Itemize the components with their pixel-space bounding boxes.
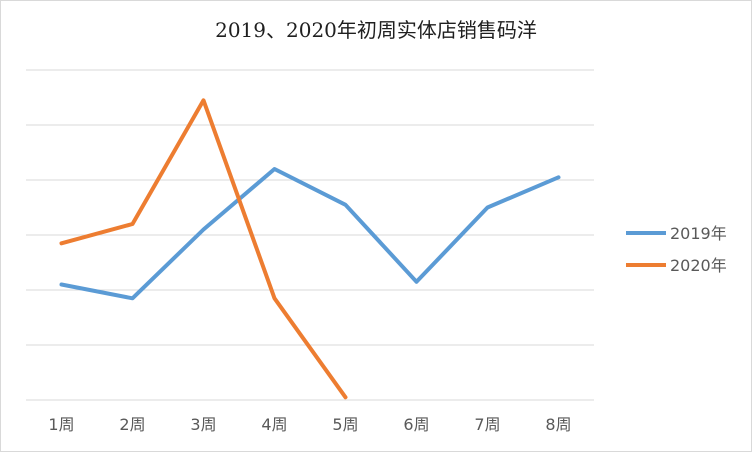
- gridlines: [26, 69, 594, 401]
- x-tick-label: 7周: [474, 415, 500, 434]
- x-tick-label: 8周: [545, 415, 571, 434]
- x-tick-label: 6周: [403, 415, 429, 434]
- legend-label: 2020年: [670, 256, 727, 275]
- legend-label: 2019年: [670, 224, 727, 243]
- legend: 2019年 2020年: [626, 224, 727, 275]
- series-line: [59, 98, 348, 400]
- x-axis-ticks: 1周 2周 3周 4周 5周 6周 7周 8周: [48, 415, 571, 434]
- x-tick-label: 3周: [190, 415, 216, 434]
- x-tick-label: 5周: [332, 415, 358, 434]
- x-tick-label: 4周: [261, 415, 287, 434]
- chart-title: 2019、2020年初周实体店销售码洋: [215, 18, 537, 42]
- series-lines: [59, 98, 561, 400]
- x-tick-label: 1周: [48, 415, 74, 434]
- series-line: [59, 167, 561, 301]
- x-tick-label: 2周: [119, 415, 145, 434]
